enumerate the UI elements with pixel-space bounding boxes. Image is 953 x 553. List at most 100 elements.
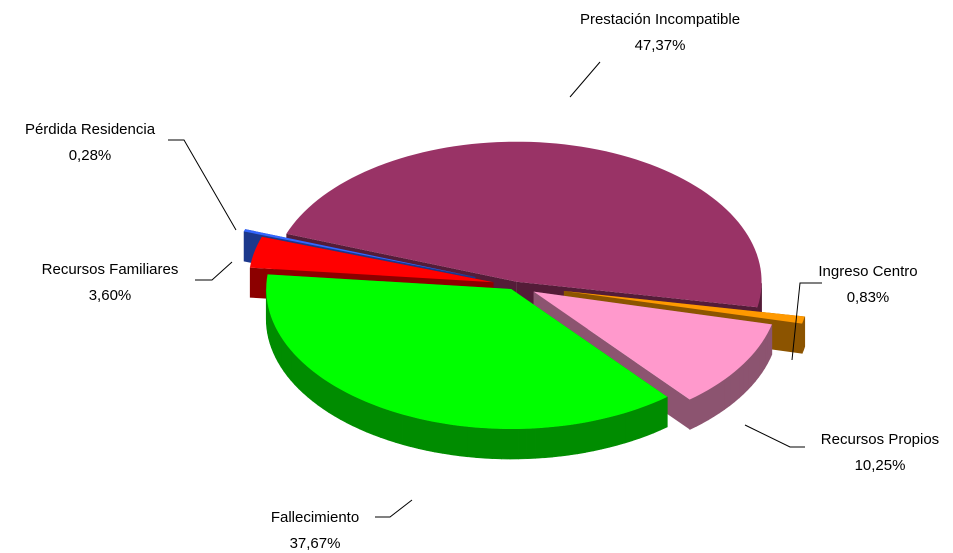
slice-side (646, 402, 655, 437)
slice-side (450, 424, 460, 457)
slice-label: Prestación Incompatible (580, 11, 740, 28)
slice-side (492, 428, 502, 460)
slice-side (366, 401, 374, 436)
slice-value-label: 47,37% (635, 37, 686, 54)
slice-side (346, 392, 354, 427)
slice-side (410, 416, 419, 449)
slice-side (275, 327, 279, 363)
slice-side (317, 374, 324, 410)
slice-side (380, 407, 389, 441)
slice-side (767, 328, 771, 364)
slice (286, 141, 762, 308)
slice-side (769, 324, 773, 360)
slice-side (509, 428, 519, 460)
slice-side (689, 395, 697, 431)
slice-side (387, 409, 396, 443)
slice-side (609, 414, 618, 448)
slice-side (373, 404, 381, 438)
leader-line (195, 261, 233, 281)
slice-side (328, 381, 335, 417)
slice-side (475, 427, 485, 459)
slice-label: Ingreso Centro (818, 263, 917, 280)
slice-side (302, 362, 309, 398)
slice-side (568, 423, 578, 456)
slice-side (764, 332, 768, 370)
slice-side (286, 344, 292, 381)
slice-side (639, 405, 648, 439)
slice-side (713, 382, 720, 418)
slice-side (340, 388, 347, 424)
slice-side (283, 340, 288, 377)
leader-line (375, 499, 413, 518)
slice-side (442, 423, 452, 456)
slice-label: Recursos Familiares (42, 261, 179, 278)
slice-side (322, 378, 329, 413)
slice-side (593, 418, 602, 452)
slice-side (631, 407, 640, 442)
slice-side (758, 341, 763, 378)
slice-side (734, 367, 740, 403)
slice-side (751, 350, 756, 387)
slice-side (277, 330, 282, 368)
slice-side (280, 335, 285, 373)
slice-side (426, 420, 435, 453)
slice-side (601, 416, 610, 450)
slice-side (616, 412, 626, 446)
slice-side (701, 389, 709, 424)
slice-side (294, 353, 300, 390)
slice-side (552, 425, 562, 458)
slice-side (577, 422, 586, 455)
slice-side (660, 396, 668, 431)
slice-side (535, 427, 545, 459)
slice-value-label: 3,60% (89, 287, 132, 304)
slice-label: Pérdida Residencia (25, 121, 156, 138)
slice-side (467, 426, 477, 458)
slice-side (273, 322, 276, 358)
slice-side (761, 337, 766, 374)
slice-side (560, 424, 570, 457)
slice-side (755, 346, 760, 383)
leader-line (791, 282, 822, 361)
slice-value-label: 0,83% (847, 289, 890, 306)
slice-side (518, 428, 528, 460)
slice-tops (243, 141, 805, 430)
slice-label: Recursos Propios (821, 431, 939, 448)
slice (533, 291, 772, 400)
slice-side (290, 349, 295, 386)
leader-line (168, 139, 237, 231)
slice-side (312, 370, 319, 406)
slice (249, 236, 494, 283)
slice-side (707, 385, 715, 421)
slice-side (724, 374, 731, 410)
slice-side (543, 426, 553, 459)
slice-side (458, 425, 468, 458)
slice-side (585, 420, 594, 453)
slice-side (298, 358, 304, 394)
slice (266, 274, 668, 430)
slice-label: Fallecimiento (271, 509, 359, 526)
slice-side (729, 371, 735, 407)
slice (243, 229, 476, 277)
slice-side (695, 392, 703, 427)
leader-line (744, 424, 805, 448)
slice-side (402, 414, 411, 448)
leader-line (569, 61, 601, 98)
slice-side (801, 320, 804, 354)
slice-side (352, 395, 361, 430)
slice-value-label: 37,67% (290, 535, 341, 552)
slice-side (747, 354, 753, 391)
slice-side (334, 385, 341, 420)
slice-side (484, 427, 494, 459)
slice-side (307, 366, 313, 402)
slice-side (359, 398, 367, 433)
slice-value-label: 10,25% (855, 457, 906, 474)
slice-side (653, 399, 661, 434)
slice-side (719, 378, 725, 414)
slice-side (501, 428, 511, 460)
slice-value-label: 0,28% (69, 147, 112, 164)
slice-side (418, 418, 427, 451)
slice-side (526, 428, 536, 460)
slice-side (395, 411, 404, 446)
slice-side (738, 363, 744, 399)
